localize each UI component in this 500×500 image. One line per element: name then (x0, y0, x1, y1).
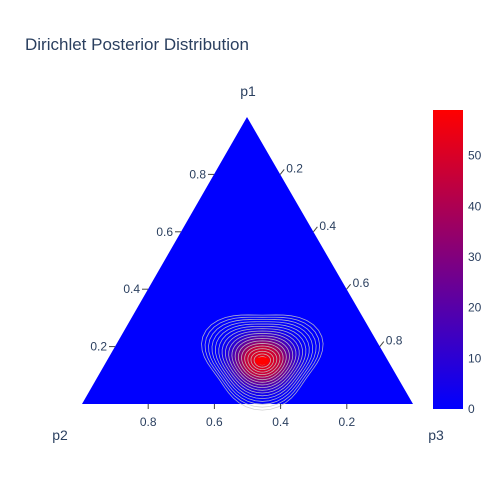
colorbar-tick-label: 0 (468, 402, 475, 416)
p2-tick-label: 0.8 (140, 415, 157, 429)
colorbar-tick-label: 40 (468, 199, 482, 213)
p1-tick-label: 0.2 (90, 340, 107, 354)
p3-tick-label: 0.8 (386, 334, 403, 348)
chart-title: Dirichlet Posterior Distribution (25, 35, 249, 54)
contour-line (234, 337, 290, 383)
density-contours (201, 314, 324, 411)
axis-ticks-p3: 0.2 0.4 0.6 0.8 (279, 161, 403, 348)
contour-line (241, 343, 284, 378)
ternary-background (82, 117, 413, 404)
contour-line (237, 340, 287, 381)
axis-title-p1: p1 (240, 83, 256, 99)
colorbar-tick-label: 10 (468, 351, 482, 365)
colorbar-tick-label: 20 (468, 301, 482, 315)
contour-line (247, 348, 278, 373)
p2-tick-label: 0.4 (272, 415, 289, 429)
contour-line (215, 323, 310, 400)
contour-line (253, 353, 271, 368)
contour-line (244, 345, 281, 375)
contour-line (211, 321, 314, 402)
p3-tick-mark (313, 226, 318, 233)
axis-title-p2: p2 (52, 427, 68, 443)
contour-line (201, 314, 324, 411)
contour-line (218, 325, 307, 397)
contour-line (231, 335, 294, 386)
contour-line (204, 316, 320, 408)
p3-tick-label: 0.6 (353, 276, 370, 290)
colorbar-tick-label: 30 (468, 250, 482, 264)
p1-tick-label: 0.8 (189, 167, 206, 181)
contour-line (208, 319, 317, 405)
p3-tick-label: 0.2 (286, 161, 303, 175)
contour-line (221, 328, 303, 394)
p2-tick-label: 0.6 (206, 415, 223, 429)
axis-ticks-p1: 0.2 0.4 0.6 0.8 (90, 167, 214, 354)
p1-tick-label: 0.4 (123, 282, 140, 296)
colorbar (433, 110, 463, 409)
p3-tick-mark (346, 283, 351, 290)
colorbar-tick-label: 50 (468, 149, 482, 163)
contour-line (250, 350, 275, 371)
axis-title-p3: p3 (428, 427, 444, 443)
p3-tick-label: 0.4 (319, 219, 336, 233)
p3-tick-mark (379, 341, 385, 347)
p1-tick-label: 0.6 (156, 225, 173, 239)
density-peak (255, 356, 270, 365)
colorbar-ticks: 0 10 20 30 40 50 (468, 149, 482, 416)
p3-tick-mark (279, 169, 285, 175)
axis-ticks-p2: 0.8 0.6 0.4 0.2 (140, 404, 355, 429)
contour-line (224, 330, 300, 391)
contour-line (228, 333, 297, 388)
p2-tick-label: 0.2 (338, 415, 355, 429)
